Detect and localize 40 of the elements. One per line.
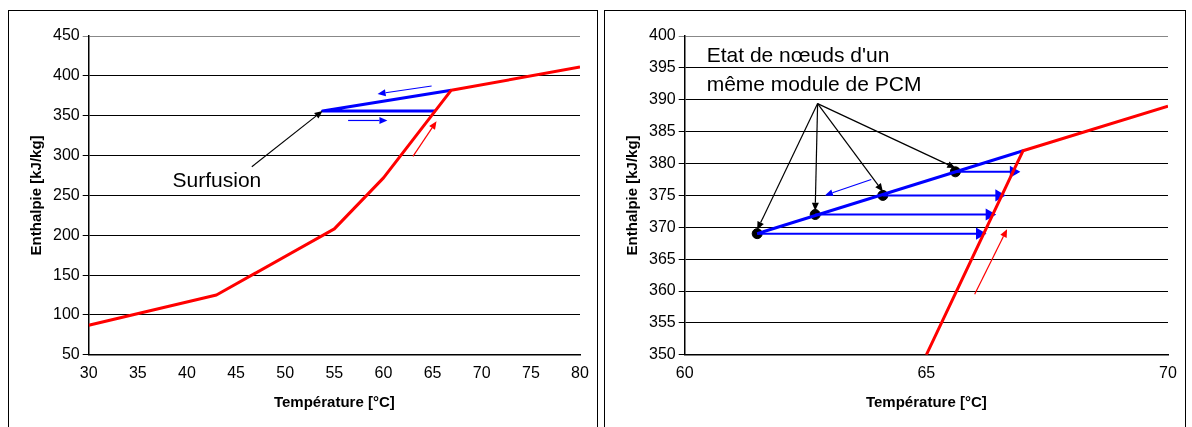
y-tick-label: 375 [648,185,676,203]
x-tick-label: 55 [325,363,344,381]
x-tick-label: 60 [675,363,694,381]
y-tick-label: 300 [52,145,80,163]
y-tick-label: 350 [648,345,676,363]
y-tick-label: 365 [648,249,676,267]
x-axis-title: Température [°C] [865,393,987,411]
x-tick-label: 50 [276,363,295,381]
x-tick-label: 35 [128,363,147,381]
x-tick-label: 70 [1159,363,1177,381]
x-tick-label: 70 [472,363,491,381]
x-tick-label: 65 [917,363,936,381]
x-tick-label: 80 [571,363,589,381]
y-tick-label: 360 [648,281,676,299]
y-tick-label: 400 [648,26,676,44]
y-tick-label: 385 [648,122,676,140]
x-tick-label: 30 [79,363,98,381]
y-tick-label: 450 [52,26,80,44]
y-tick-label: 50 [61,345,80,363]
y-tick-label: 100 [52,305,80,323]
y-tick-label: 200 [52,225,80,243]
y-axis-title: Enthalpie [kJ/kg] [27,135,45,256]
y-tick-label: 380 [648,153,676,171]
y-tick-label: 150 [52,265,80,283]
y-tick-label: 390 [648,90,676,108]
x-tick-label: 75 [521,363,540,381]
y-tick-label: 350 [52,106,80,124]
y-tick-label: 355 [648,313,676,331]
y-tick-label: 250 [52,185,80,203]
x-tick-label: 45 [227,363,246,381]
annotation: Surfusion [172,168,262,192]
y-tick-label: 370 [648,217,676,235]
x-tick-label: 40 [178,363,196,381]
x-axis-title: Température [°C] [273,393,395,411]
x-tick-label: 65 [423,363,442,381]
x-tick-label: 60 [374,363,393,381]
y-axis-title: Enthalpie [kJ/kg] [623,135,641,256]
annotation: Etat de nœuds d'un même module de PCM [706,43,922,96]
y-tick-label: 395 [648,58,676,76]
y-tick-label: 400 [52,66,80,84]
